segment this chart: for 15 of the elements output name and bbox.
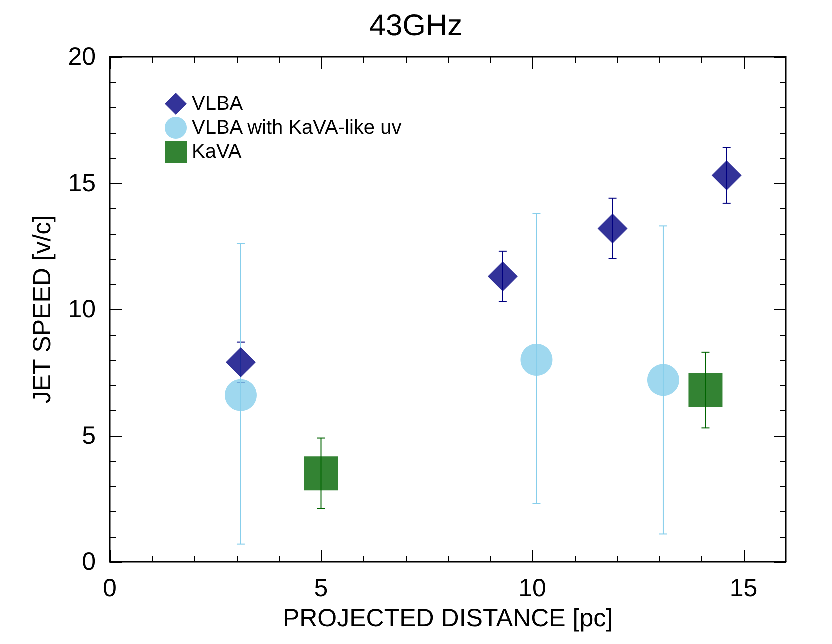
x-axis-title: PROJECTED DISTANCE [pc]: [282, 604, 614, 632]
y-tick-label: 15: [68, 169, 96, 198]
legend-label: KaVA: [192, 141, 242, 163]
y-tick-label: 5: [82, 422, 96, 450]
x-tick-label: 0: [103, 574, 117, 602]
y-tick-label: 10: [68, 296, 96, 324]
chart-title: 43GHz: [369, 10, 463, 42]
y-tick-label: 20: [68, 43, 96, 71]
legend-label: VLBA with KaVA-like uv: [192, 117, 402, 139]
y-tick-label: 0: [82, 548, 96, 576]
legend-label: VLBA: [192, 93, 244, 115]
y-axis-title: JET SPEED [v/c]: [28, 215, 56, 404]
x-tick-label: 10: [518, 574, 546, 602]
x-tick-label: 15: [730, 574, 758, 602]
x-tick-label: 5: [314, 574, 328, 602]
